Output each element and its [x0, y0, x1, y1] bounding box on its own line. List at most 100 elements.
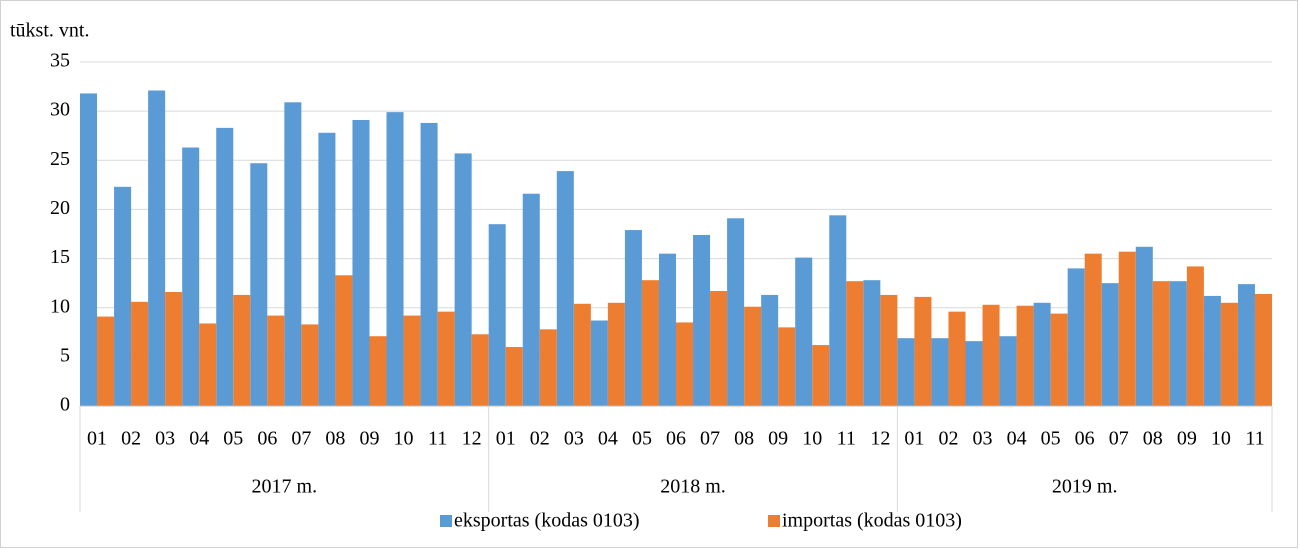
x-tick-label: 04 [189, 428, 209, 450]
bar [488, 224, 506, 406]
bar [641, 280, 659, 406]
bar [744, 306, 762, 406]
bar [199, 323, 217, 406]
bar [352, 119, 370, 406]
bar [880, 294, 898, 406]
y-tick-label: 30 [50, 99, 70, 121]
bar [539, 329, 557, 406]
bar [914, 296, 932, 406]
bar [250, 163, 268, 406]
bar [454, 153, 472, 406]
bar [369, 336, 387, 406]
group-label: 2017 m. [252, 476, 318, 498]
bar [148, 90, 166, 406]
y-tick-label: 10 [50, 295, 70, 317]
x-tick-label: 08 [1143, 428, 1163, 450]
bar [318, 132, 336, 406]
x-tick-label: 09 [768, 428, 788, 450]
x-tick-label: 02 [530, 428, 550, 450]
bar [522, 193, 540, 406]
bar [710, 291, 728, 406]
bar [573, 303, 591, 406]
x-tick-label: 03 [564, 428, 584, 450]
bar [982, 304, 1000, 406]
bar [114, 186, 132, 406]
x-tick-label: 07 [291, 428, 311, 450]
bar [795, 257, 813, 406]
y-tick-label: 0 [60, 394, 70, 416]
bar [1186, 266, 1204, 406]
bar [590, 320, 608, 406]
x-tick-label: 08 [734, 428, 754, 450]
bar [624, 230, 642, 406]
bar [1220, 302, 1238, 406]
x-tick-label: 12 [462, 428, 482, 450]
x-tick-label: 12 [870, 428, 890, 450]
y-tick-label: 35 [50, 50, 70, 72]
legend-label: eksportas (kodas 0103) [454, 510, 640, 532]
bar [607, 302, 625, 406]
legend-swatch [768, 515, 780, 527]
bar [284, 102, 302, 406]
x-tick-label: 06 [1075, 428, 1095, 450]
bar [1067, 268, 1085, 406]
bar [216, 127, 234, 406]
bar [1237, 284, 1255, 406]
bar [897, 338, 915, 406]
group-label: 2019 m. [1052, 476, 1118, 498]
bar [931, 338, 949, 406]
x-tick-label: 03 [973, 428, 993, 450]
bar [846, 281, 864, 406]
bar [420, 122, 438, 407]
x-tick-label: 07 [1109, 428, 1129, 450]
bar [301, 324, 319, 406]
bar [999, 336, 1017, 406]
x-tick-label: 11 [1245, 428, 1264, 450]
bar [335, 275, 353, 406]
x-tick-label: 09 [1177, 428, 1197, 450]
bar [948, 311, 966, 406]
bar [863, 280, 881, 406]
x-tick-label: 02 [121, 428, 141, 450]
x-tick-label: 05 [1041, 428, 1061, 450]
bar [693, 234, 711, 406]
bar [965, 341, 983, 406]
legend-label: importas (kodas 0103) [782, 510, 962, 532]
bar [829, 215, 847, 406]
x-tick-label: 11 [428, 428, 447, 450]
x-tick-label: 05 [632, 428, 652, 450]
bar [727, 218, 745, 406]
y-tick-label: 20 [50, 197, 70, 219]
x-tick-label: 04 [598, 428, 618, 450]
bar [505, 347, 523, 406]
bar [1033, 302, 1051, 406]
bar [1169, 281, 1187, 406]
bar [471, 334, 489, 406]
bar [386, 112, 404, 406]
bar [761, 294, 779, 406]
x-tick-label: 10 [802, 428, 822, 450]
x-tick-label: 06 [666, 428, 686, 450]
bar [1101, 283, 1119, 406]
bar [676, 322, 694, 406]
x-tick-label: 03 [155, 428, 175, 450]
x-tick-label: 10 [394, 428, 414, 450]
x-tick-label: 02 [938, 428, 958, 450]
bar [1254, 293, 1272, 406]
x-tick-label: 08 [325, 428, 345, 450]
bar [1203, 295, 1221, 406]
bar [1084, 253, 1102, 406]
x-tick-label: 01 [496, 428, 516, 450]
x-tick-label: 11 [837, 428, 856, 450]
x-tick-label: 10 [1211, 428, 1231, 450]
legend-swatch [440, 515, 452, 527]
x-tick-label: 07 [700, 428, 720, 450]
bar [403, 315, 421, 406]
x-tick-label: 04 [1007, 428, 1027, 450]
bar [556, 171, 574, 406]
bar [1152, 281, 1170, 406]
bar [1135, 246, 1153, 406]
x-tick-label: 01 [904, 428, 924, 450]
y-tick-label: 5 [60, 344, 70, 366]
